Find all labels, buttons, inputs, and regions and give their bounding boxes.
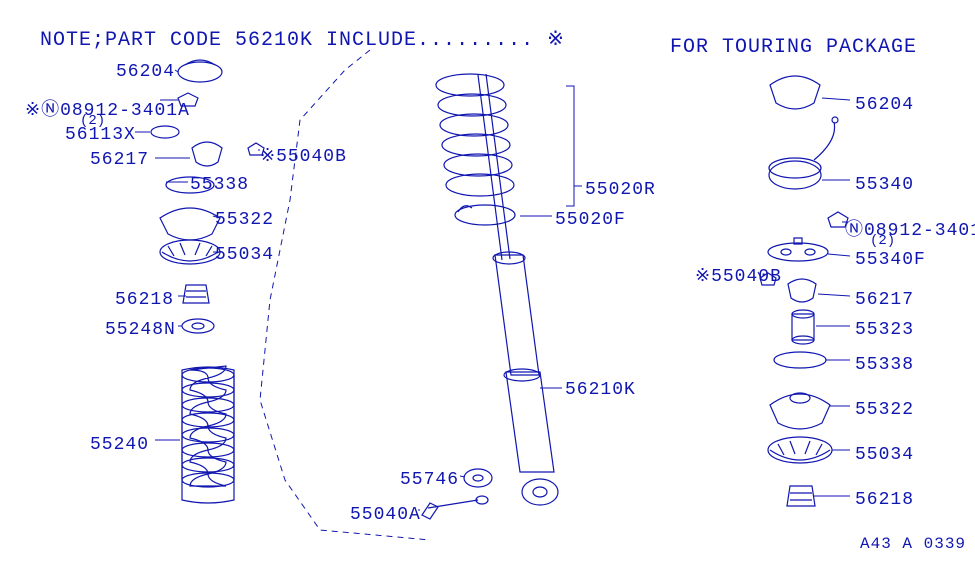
parts-diagram	[0, 0, 975, 566]
